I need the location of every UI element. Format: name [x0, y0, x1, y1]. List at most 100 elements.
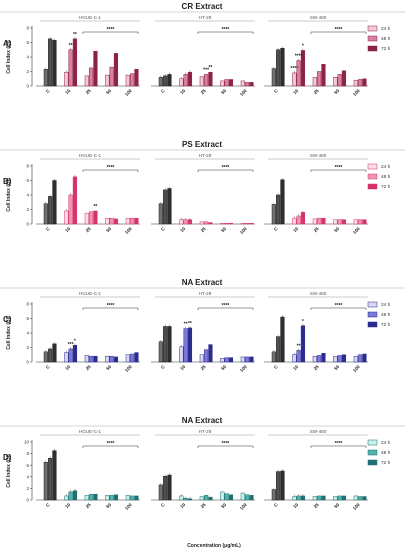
bar-C-24h: [43, 462, 48, 501]
bar-10-24h: [179, 495, 184, 501]
bar-C-24h: [271, 489, 276, 501]
bar-50-24h: [105, 355, 110, 363]
bar-C-72h: [52, 450, 57, 501]
bar-100-72h: [134, 217, 139, 225]
panel-label: C): [3, 315, 12, 324]
bar-100-48h: [130, 217, 135, 225]
x-category-label: C: [160, 502, 166, 508]
bar-10-48h: [183, 219, 188, 225]
bar-25-48h: [204, 221, 209, 225]
legend-swatch: [367, 173, 378, 180]
x-category-label: 100: [239, 88, 248, 97]
bar-100-48h: [245, 223, 250, 225]
bar-100-72h: [134, 69, 139, 87]
bar-C-24h: [43, 351, 48, 363]
y-tick-label: 4: [26, 474, 29, 479]
x-category-label: 100: [239, 364, 248, 373]
bar-100-48h: [358, 354, 363, 363]
bar-100-24h: [125, 495, 130, 501]
bar-C-48h: [48, 457, 53, 501]
y-tick-label: 4: [26, 331, 29, 336]
cell-line-group-3: SW-480 C 10 25 50 100: [264, 429, 368, 511]
cell-line-group-2: HT-29 C 10 25 50 100: [151, 291, 255, 373]
bar-100-72h: [362, 353, 367, 363]
x-category-label: 25: [85, 226, 92, 233]
bar-25-24h: [199, 221, 204, 225]
bar-100-48h: [358, 219, 363, 225]
x-category-label: 25: [313, 226, 320, 233]
y-tick-label: 8: [26, 302, 29, 307]
bar-10-72h: [187, 71, 193, 87]
x-category-label: C: [160, 226, 166, 232]
y-axis-label: Cell Index (CI): [6, 316, 12, 350]
bar-50-72h: [228, 79, 234, 87]
cell-line-title: SW-480: [310, 15, 327, 20]
bar-C-48h: [276, 336, 281, 363]
bar-100-72h: [362, 78, 367, 87]
legend-swatch: [367, 25, 378, 32]
bar-50-72h: [228, 223, 234, 225]
bar-10-48h: [296, 495, 301, 501]
bar-50-48h: [224, 493, 229, 501]
bar-25-48h: [317, 217, 322, 225]
bar-50-72h: [341, 354, 347, 363]
bar-50-48h: [337, 74, 342, 87]
bar-100-48h: [130, 73, 135, 87]
panel-title: CR Extract: [182, 2, 223, 11]
bar-10-48h: [183, 74, 188, 87]
panel-label: B): [3, 177, 12, 186]
bar-C-72h: [167, 326, 172, 363]
bar-100-48h: [358, 496, 363, 501]
cell-line-group-3: SW-480 C 10 25 50 100: [264, 153, 368, 235]
x-category-label: 25: [200, 88, 207, 95]
bar-25-48h: [317, 495, 322, 501]
bar-100-24h: [353, 219, 358, 225]
bar-50-48h: [109, 495, 114, 501]
bar-50-24h: [220, 80, 225, 87]
x-category-label: C: [45, 364, 51, 370]
y-tick-label: 6: [26, 40, 29, 45]
x-category-label: 50: [220, 88, 227, 95]
x-category-label: 100: [352, 226, 361, 235]
y-tick-label: 0: [26, 498, 29, 503]
bar-25-72h: [321, 217, 326, 225]
significance-mark: ****: [335, 303, 343, 309]
y-tick-label: 8: [26, 451, 29, 456]
cell-line-title: HGUE-C-1: [79, 429, 102, 434]
bar-100-48h: [245, 82, 250, 87]
bar-10-24h: [64, 352, 69, 363]
bar-25-72h: [321, 64, 326, 87]
bar-50-72h: [113, 53, 119, 87]
bar-100-48h: [130, 353, 135, 363]
bar-100-72h: [249, 356, 254, 363]
y-tick-label: 2: [26, 345, 29, 350]
cell-line-title: HT-29: [199, 153, 212, 158]
x-category-label: 10: [64, 88, 71, 95]
x-category-label: C: [273, 502, 279, 508]
x-category-label: 50: [105, 88, 112, 95]
bar-25-72h: [208, 344, 213, 363]
x-category-label: 50: [333, 88, 340, 95]
y-tick-label: 10: [24, 440, 30, 445]
x-category-label: 10: [292, 88, 299, 95]
x-category-label: C: [45, 226, 51, 232]
bar-25-48h: [89, 211, 94, 225]
bar-25-48h: [317, 71, 322, 87]
bar-50-72h: [113, 218, 119, 225]
bar-25-24h: [312, 77, 317, 87]
bar-C-72h: [280, 48, 285, 87]
bar-25-24h: [199, 76, 204, 87]
y-tick-label: 6: [26, 178, 29, 183]
bar-100-72h: [362, 496, 367, 501]
x-category-label: 10: [179, 364, 186, 371]
x-category-label: C: [45, 88, 51, 94]
significance-mark: ****: [295, 54, 303, 60]
bar-25-48h: [204, 495, 209, 501]
x-category-label: 100: [124, 364, 133, 373]
cell-line-group-1: HGUE-C-1 C 10 25 50 100: [36, 429, 140, 511]
panel-label: D): [3, 453, 12, 462]
panel-3: NA Extract C) 0 2 4 6 8 Cell Index (CI) 24 h 48 h…: [0, 278, 405, 373]
bar-C-24h: [271, 351, 276, 363]
bar-50-48h: [337, 495, 342, 501]
bar-25-48h: [89, 493, 94, 501]
